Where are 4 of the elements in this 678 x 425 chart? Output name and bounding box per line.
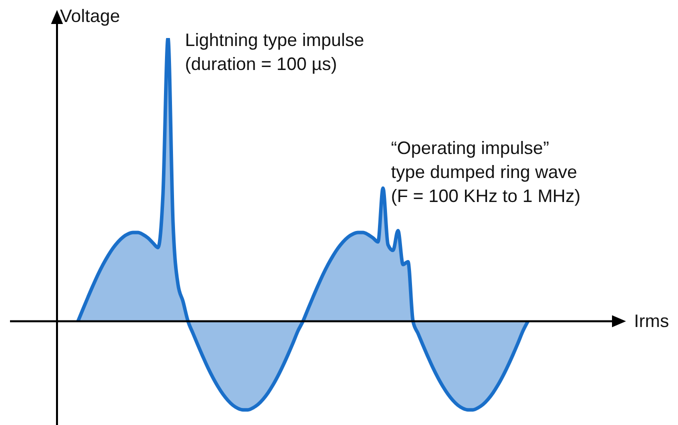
x-axis-title: Irms [634, 311, 669, 332]
annotation: Lightning type impulse (duration = 100 µs) [185, 30, 364, 74]
annotation: “Operating impulse” type dumped ring wave (F = 100 KHz to 1 MHz) [391, 138, 581, 206]
y-axis-title: Voltage [60, 6, 120, 26]
